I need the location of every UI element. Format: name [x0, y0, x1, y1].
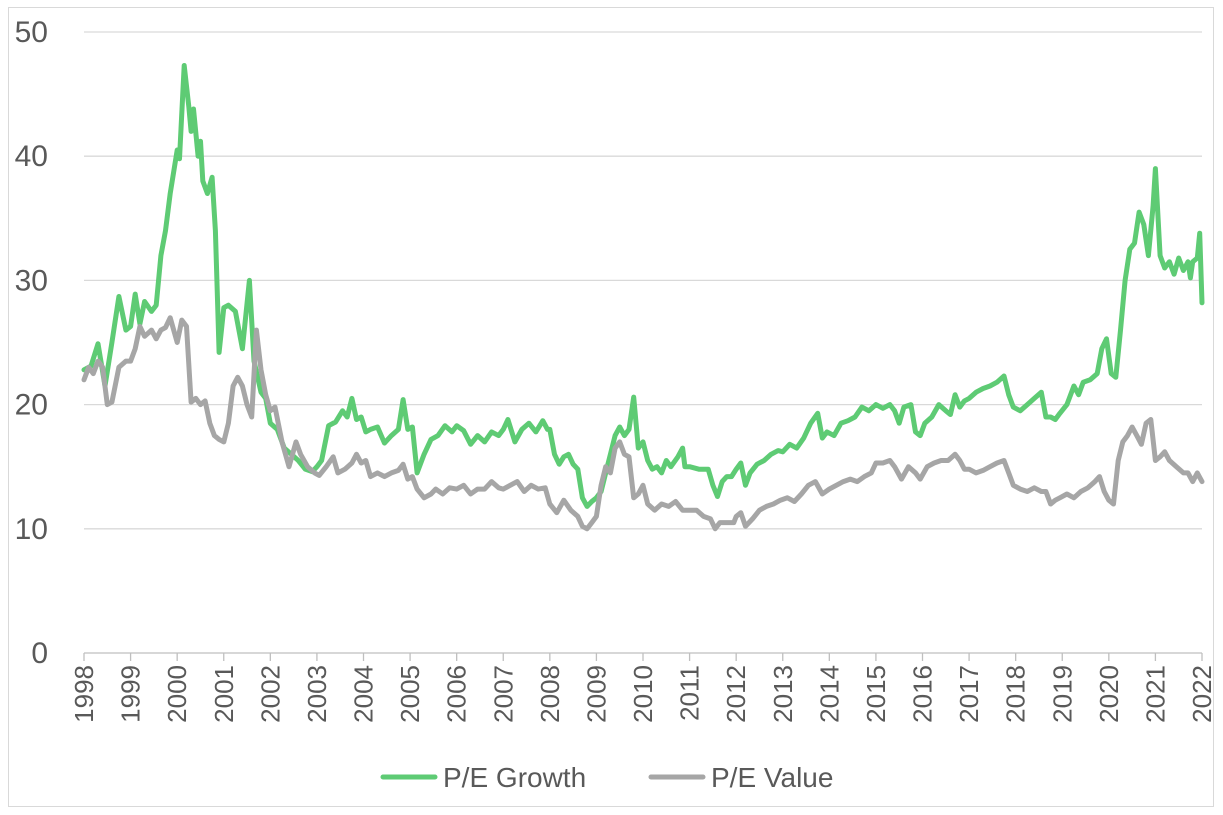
x-tick-label-2004: 2004 [349, 665, 379, 723]
x-tick-label-2009: 2009 [581, 665, 611, 723]
x-tick-label-2022: 2022 [1187, 665, 1217, 723]
y-tick-label-40: 40 [15, 140, 48, 173]
x-tick-label-2005: 2005 [395, 665, 425, 723]
x-tick-label-2021: 2021 [1140, 665, 1170, 723]
y-tick-label-10: 10 [15, 513, 48, 546]
x-tick-label-1999: 1999 [116, 665, 146, 723]
series-line-p-e-growth [81, 63, 1205, 509]
x-tick-label-2017: 2017 [954, 665, 984, 723]
x-tick-label-2002: 2002 [255, 665, 285, 723]
x-tick-label-2001: 2001 [209, 665, 239, 723]
x-tick-label-2014: 2014 [814, 665, 844, 723]
x-tick-label-2016: 2016 [908, 665, 938, 723]
x-tick-label-2010: 2010 [628, 665, 658, 723]
series-lines [81, 63, 1205, 532]
x-tick-label-2012: 2012 [721, 665, 751, 723]
y-tick-label-0: 0 [31, 637, 48, 670]
y-tick-label-30: 30 [15, 264, 48, 297]
x-tick-label-2019: 2019 [1047, 665, 1077, 723]
x-tick-label-2006: 2006 [442, 665, 472, 723]
x-tick-label-2011: 2011 [675, 665, 705, 721]
x-tick-label-2020: 2020 [1094, 665, 1124, 723]
x-tick-label-2007: 2007 [488, 665, 518, 723]
series-line-p-e-value [81, 315, 1205, 532]
x-tick-label-1998: 1998 [69, 665, 99, 723]
legend: P/E Growth P/E Value [380, 762, 833, 793]
x-tick-label-2000: 2000 [162, 665, 192, 723]
x-tick-label-2008: 2008 [535, 665, 565, 723]
legend-label-p-e-growth: P/E Growth [443, 762, 586, 793]
legend-label-p-e-value: P/E Value [711, 762, 833, 793]
y-tick-label-50: 50 [15, 16, 48, 49]
x-tick-label-2003: 2003 [302, 665, 332, 723]
y-tick-label-20: 20 [15, 389, 48, 422]
x-tick-label-2013: 2013 [768, 665, 798, 723]
x-tick-label-2015: 2015 [861, 665, 891, 723]
x-tick-label-2018: 2018 [1001, 665, 1031, 723]
axes: 0 10 20 30 40 50 1998 1999 2000 2001 2002 2003 2004 2… [15, 16, 1217, 723]
